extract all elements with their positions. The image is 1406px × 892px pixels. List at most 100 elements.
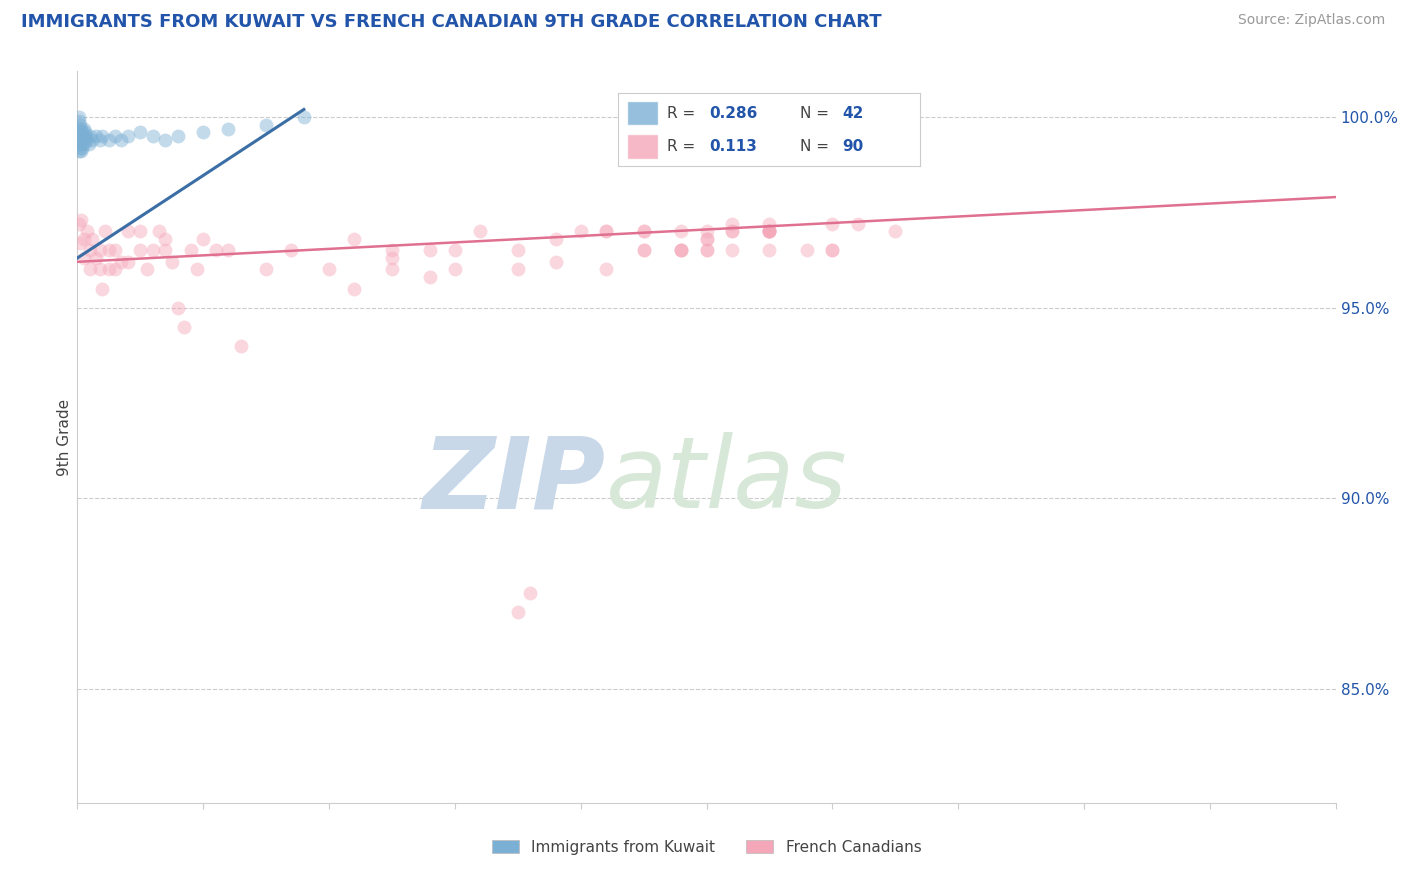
Point bbox=[67, 121, 90, 136]
Point bbox=[155, 232, 177, 246]
Point bbox=[186, 262, 208, 277]
Text: 0.286: 0.286 bbox=[709, 105, 758, 120]
Point bbox=[191, 125, 215, 139]
Point bbox=[167, 129, 190, 144]
Point bbox=[117, 224, 139, 238]
Point bbox=[633, 224, 655, 238]
Point bbox=[671, 244, 693, 258]
Point bbox=[821, 217, 844, 231]
Point bbox=[167, 301, 190, 315]
Point bbox=[671, 224, 693, 238]
Point bbox=[104, 244, 127, 258]
Point bbox=[544, 255, 567, 269]
Point bbox=[69, 133, 91, 147]
Point bbox=[444, 244, 467, 258]
Point bbox=[506, 262, 529, 277]
Point bbox=[89, 133, 111, 147]
Point bbox=[82, 232, 104, 246]
Point bbox=[72, 121, 94, 136]
Text: R =: R = bbox=[666, 139, 704, 154]
Point bbox=[204, 244, 226, 258]
Point bbox=[381, 244, 404, 258]
Point bbox=[569, 224, 592, 238]
Point bbox=[846, 217, 869, 231]
Point bbox=[595, 262, 617, 277]
Text: atlas: atlas bbox=[606, 433, 848, 530]
Point bbox=[318, 262, 340, 277]
Point bbox=[544, 232, 567, 246]
Point bbox=[343, 232, 366, 246]
Point bbox=[69, 140, 91, 154]
Point bbox=[67, 110, 90, 124]
Point bbox=[70, 136, 93, 151]
Point bbox=[97, 262, 120, 277]
Point bbox=[720, 244, 742, 258]
Point bbox=[254, 262, 277, 277]
Point bbox=[229, 339, 252, 353]
Point bbox=[519, 586, 541, 600]
Point bbox=[72, 133, 94, 147]
Point bbox=[444, 262, 467, 277]
Point bbox=[173, 319, 195, 334]
Point bbox=[155, 244, 177, 258]
Point bbox=[97, 133, 120, 147]
Point bbox=[72, 251, 94, 265]
Point bbox=[97, 244, 120, 258]
Point bbox=[77, 136, 100, 151]
Point bbox=[419, 244, 441, 258]
Text: 42: 42 bbox=[842, 105, 863, 120]
Point bbox=[67, 114, 90, 128]
Point bbox=[89, 244, 111, 258]
Point bbox=[217, 121, 239, 136]
Point bbox=[69, 235, 91, 250]
Point bbox=[67, 145, 90, 159]
Point bbox=[70, 121, 93, 136]
Point bbox=[148, 224, 170, 238]
Point bbox=[67, 217, 90, 231]
Point bbox=[758, 224, 780, 238]
Point bbox=[758, 217, 780, 231]
Point bbox=[129, 244, 152, 258]
Point bbox=[180, 244, 202, 258]
Point bbox=[117, 129, 139, 144]
Point bbox=[129, 125, 152, 139]
Point bbox=[191, 232, 215, 246]
Point bbox=[72, 125, 94, 139]
Point bbox=[67, 136, 90, 151]
Point bbox=[696, 244, 718, 258]
Point bbox=[72, 140, 94, 154]
Point bbox=[671, 244, 693, 258]
Point bbox=[633, 244, 655, 258]
Point bbox=[633, 224, 655, 238]
Point bbox=[595, 224, 617, 238]
Point bbox=[94, 224, 117, 238]
Point bbox=[73, 133, 96, 147]
Point bbox=[254, 118, 277, 132]
Text: 90: 90 bbox=[842, 139, 863, 154]
Point bbox=[720, 224, 742, 238]
Bar bbox=[627, 135, 658, 159]
Point bbox=[696, 232, 718, 246]
Point bbox=[75, 129, 97, 144]
Text: 0.113: 0.113 bbox=[709, 139, 756, 154]
Point bbox=[72, 129, 94, 144]
Point bbox=[160, 255, 183, 269]
Point bbox=[70, 145, 93, 159]
Point bbox=[884, 224, 907, 238]
Point bbox=[70, 213, 93, 227]
Bar bbox=[627, 101, 658, 126]
Point bbox=[69, 118, 91, 132]
Point bbox=[73, 125, 96, 139]
Text: R =: R = bbox=[666, 105, 700, 120]
Point bbox=[696, 232, 718, 246]
Point bbox=[135, 262, 157, 277]
Point bbox=[506, 244, 529, 258]
Point bbox=[84, 129, 107, 144]
Point bbox=[104, 262, 127, 277]
Point bbox=[468, 224, 491, 238]
Point bbox=[79, 129, 101, 144]
Point bbox=[110, 133, 132, 147]
Point bbox=[82, 133, 104, 147]
Point bbox=[72, 136, 94, 151]
Point bbox=[758, 224, 780, 238]
